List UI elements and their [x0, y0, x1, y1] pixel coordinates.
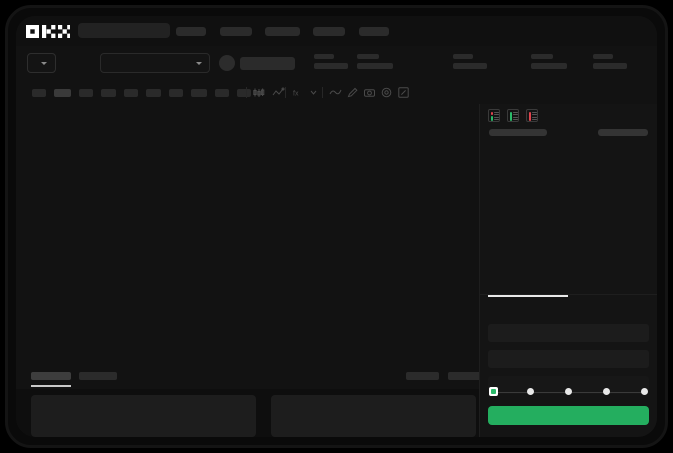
orderbook-mode-both-icon[interactable] [488, 109, 500, 122]
slider-step-100[interactable] [641, 388, 648, 395]
timeframe-button-7[interactable] [169, 89, 183, 97]
pair-name-label [240, 57, 295, 70]
orders-tab-bar [16, 367, 486, 389]
timeframe-button-4[interactable] [101, 89, 116, 97]
active-tab-underline [31, 385, 71, 387]
spot-trading-dropdown[interactable] [27, 53, 56, 73]
active-tab-underline [488, 295, 568, 297]
slider-step-50[interactable] [565, 388, 572, 395]
timeframe-button-10[interactable] [237, 89, 251, 97]
slider-step-25[interactable] [527, 388, 534, 395]
chevron-down-icon [196, 61, 202, 65]
slider-step-75[interactable] [603, 388, 610, 395]
search-input[interactable] [78, 23, 170, 38]
orderbook-header-price [489, 129, 547, 136]
orderbook-column-headers [480, 128, 657, 138]
order-form [480, 320, 657, 394]
settings-gear-icon[interactable] [380, 86, 393, 99]
orderbook-rows[interactable] [480, 138, 657, 288]
timeframe-button-6[interactable] [146, 89, 161, 97]
stat-24h-volume [593, 54, 627, 69]
okx-logo-icon[interactable] [26, 25, 70, 38]
nav-item-2[interactable] [220, 27, 252, 36]
tab-order-history[interactable] [79, 372, 117, 380]
wave-chart-icon[interactable] [329, 86, 342, 99]
orderbook-mode-bids-icon[interactable] [507, 109, 519, 122]
tab-assets[interactable] [406, 372, 439, 380]
tab-hide-other[interactable] [448, 372, 481, 380]
stat-24h-low [531, 54, 567, 69]
nav-item-5[interactable] [359, 27, 389, 36]
stat-24h-high [453, 54, 487, 69]
svg-text:fx: fx [293, 91, 299, 98]
stat-24h-change [357, 54, 393, 69]
price-field[interactable] [488, 324, 649, 342]
timeframe-button-5[interactable] [124, 89, 138, 97]
lower-panel-left[interactable] [31, 395, 256, 437]
line-chart-icon[interactable] [272, 86, 285, 99]
amount-field[interactable] [488, 350, 649, 368]
coin-avatar [219, 55, 235, 71]
nav-item-1[interactable] [176, 27, 206, 36]
lower-panel-right[interactable] [271, 395, 476, 437]
pencil-icon[interactable] [346, 86, 359, 99]
slider-knob[interactable] [489, 387, 498, 396]
buy-sell-tabs [480, 294, 657, 321]
submit-buy-button[interactable] [488, 406, 649, 425]
orderbook-display-modes [488, 109, 538, 122]
timeframe-button-2[interactable] [54, 89, 71, 97]
price-chart[interactable] [16, 104, 486, 367]
orderbook-header-amount [598, 129, 648, 136]
tab-open-orders[interactable] [31, 372, 71, 380]
candlestick-chart-icon[interactable] [252, 86, 265, 99]
timeframe-button-3[interactable] [79, 89, 93, 97]
timeframe-button-9[interactable] [215, 89, 229, 97]
amount-slider[interactable] [489, 387, 648, 397]
camera-icon[interactable] [363, 86, 376, 99]
depth-overlay-svg [16, 104, 486, 324]
indicators-icon[interactable]: fx [292, 86, 305, 99]
chevron-down-icon[interactable] [309, 86, 318, 99]
trading-pair-select[interactable] [100, 53, 210, 73]
orders-content-area [16, 389, 486, 437]
chevron-down-icon [41, 61, 47, 65]
chart-toolbar: fx [16, 82, 657, 105]
stat-last-price [314, 54, 348, 69]
top-navigation-bar [16, 16, 657, 46]
orderbook-trade-panel [479, 104, 657, 437]
volume-bars-svg [16, 307, 486, 367]
device-frame: fx [5, 5, 668, 448]
market-subheader [16, 46, 657, 82]
app-screen: fx [16, 16, 657, 437]
orderbook-mode-asks-icon[interactable] [526, 109, 538, 122]
nav-item-3[interactable] [265, 27, 300, 36]
nav-item-4[interactable] [313, 27, 345, 36]
timeframe-button-8[interactable] [191, 89, 207, 97]
fullscreen-icon[interactable] [397, 86, 410, 99]
timeframe-button-1[interactable] [32, 89, 46, 97]
